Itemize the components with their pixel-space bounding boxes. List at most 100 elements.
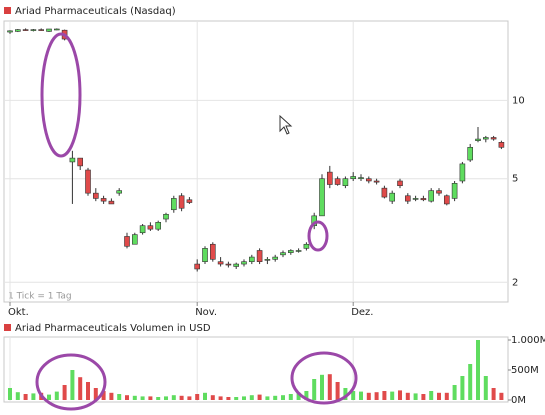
volume-bar bbox=[234, 397, 239, 400]
candle-body bbox=[459, 163, 466, 182]
volume-bar bbox=[390, 391, 395, 400]
candle-body bbox=[373, 180, 380, 183]
candle-body bbox=[280, 252, 286, 256]
volume-bar bbox=[257, 394, 262, 400]
candle-body bbox=[482, 137, 489, 140]
volume-title: Ariad Pharmaceuticals Volumen in USD bbox=[15, 323, 211, 334]
candle-body bbox=[467, 147, 474, 161]
candle-body bbox=[319, 178, 325, 217]
volume-bar bbox=[70, 370, 75, 400]
candle-body bbox=[272, 256, 279, 260]
price-panel bbox=[3, 20, 509, 303]
candle-body bbox=[475, 138, 481, 141]
volume-bar bbox=[491, 388, 496, 400]
candle-body bbox=[108, 200, 115, 205]
candle-body bbox=[93, 192, 99, 199]
x-tick-label: Okt. bbox=[8, 307, 29, 318]
candle-body bbox=[412, 198, 419, 200]
volume-bar bbox=[265, 396, 270, 400]
annotation-ellipse bbox=[290, 351, 358, 405]
volume-bar bbox=[335, 382, 340, 400]
volume-bar bbox=[444, 392, 449, 400]
title-marker bbox=[4, 7, 11, 14]
volume-bar bbox=[499, 392, 504, 400]
candle-body bbox=[241, 261, 247, 265]
volume-bar bbox=[398, 390, 402, 400]
volume-bar bbox=[156, 397, 161, 400]
volume-bar bbox=[273, 395, 278, 400]
volume-bar bbox=[31, 393, 36, 400]
volume-bar bbox=[179, 395, 184, 400]
y-tick-label: 10 bbox=[512, 95, 525, 106]
volume-bar bbox=[93, 388, 98, 400]
candle-body bbox=[436, 190, 442, 194]
candle-body bbox=[365, 178, 372, 182]
y-tick-label: 500M bbox=[511, 365, 539, 376]
candle-body bbox=[490, 137, 497, 140]
annotation-ellipse bbox=[307, 220, 329, 252]
candle-body bbox=[342, 178, 349, 187]
volume-bar bbox=[23, 394, 28, 400]
volume-bar bbox=[359, 391, 363, 400]
candle-body bbox=[30, 29, 37, 31]
volume-bar bbox=[413, 393, 418, 400]
volume-bar bbox=[405, 392, 410, 400]
volume-bar bbox=[429, 391, 434, 400]
candle-body bbox=[163, 213, 169, 220]
volume-bar bbox=[203, 392, 207, 400]
volume-bar bbox=[437, 392, 441, 400]
y-tick-label: 5 bbox=[512, 174, 518, 185]
candle-body bbox=[264, 259, 271, 261]
candle-body bbox=[358, 177, 364, 180]
volume-bar bbox=[132, 395, 137, 400]
x-tick-label: Dez. bbox=[351, 307, 373, 318]
volume-bar bbox=[125, 395, 129, 400]
candle-body bbox=[256, 250, 263, 262]
y-tick-label: 0M bbox=[511, 395, 526, 406]
volume-bar bbox=[210, 395, 215, 400]
volume-bar bbox=[242, 396, 246, 400]
volume-bar bbox=[460, 376, 465, 400]
volume-bar bbox=[62, 385, 67, 400]
volume-bar bbox=[320, 374, 324, 400]
candle-body bbox=[202, 248, 208, 262]
volume-bar bbox=[366, 392, 371, 400]
volume-bar bbox=[195, 394, 200, 400]
volume-bar bbox=[15, 392, 20, 400]
volume-bar bbox=[304, 391, 309, 400]
volume-bar bbox=[86, 382, 90, 400]
volume-bar bbox=[226, 397, 231, 400]
candle-body bbox=[287, 250, 294, 253]
volume-bar bbox=[164, 396, 168, 400]
candle-body bbox=[295, 250, 302, 252]
candle-body bbox=[381, 187, 388, 198]
volume-bar bbox=[54, 391, 59, 400]
volume-bar bbox=[382, 391, 387, 400]
volume-bar bbox=[476, 340, 480, 400]
candle-body bbox=[498, 142, 505, 148]
volume-bar bbox=[468, 364, 473, 400]
chart-title: Ariad Pharmaceuticals (Nasdaq) bbox=[15, 6, 176, 17]
candle-body bbox=[233, 263, 239, 267]
candle-body bbox=[217, 261, 224, 265]
candle-body bbox=[132, 234, 138, 245]
candle-body bbox=[15, 29, 21, 32]
volume-bar bbox=[374, 392, 379, 400]
candle-body bbox=[194, 263, 200, 270]
volume-bar bbox=[351, 391, 356, 400]
candle-body bbox=[100, 198, 107, 202]
candle-body bbox=[350, 176, 357, 180]
annotation-ellipse bbox=[40, 32, 82, 158]
candle-body bbox=[443, 195, 450, 205]
candle-body bbox=[171, 198, 177, 211]
x-tick-label: Nov. bbox=[195, 307, 217, 318]
candle-body bbox=[186, 199, 193, 203]
volume-bar bbox=[452, 385, 457, 400]
volume-bar bbox=[288, 394, 293, 400]
volume-bar bbox=[140, 396, 145, 400]
volume-bar bbox=[483, 376, 488, 400]
candle-body bbox=[389, 192, 396, 202]
candle-body bbox=[397, 180, 403, 187]
volume-title-marker bbox=[4, 324, 11, 331]
candle-body bbox=[124, 236, 130, 247]
